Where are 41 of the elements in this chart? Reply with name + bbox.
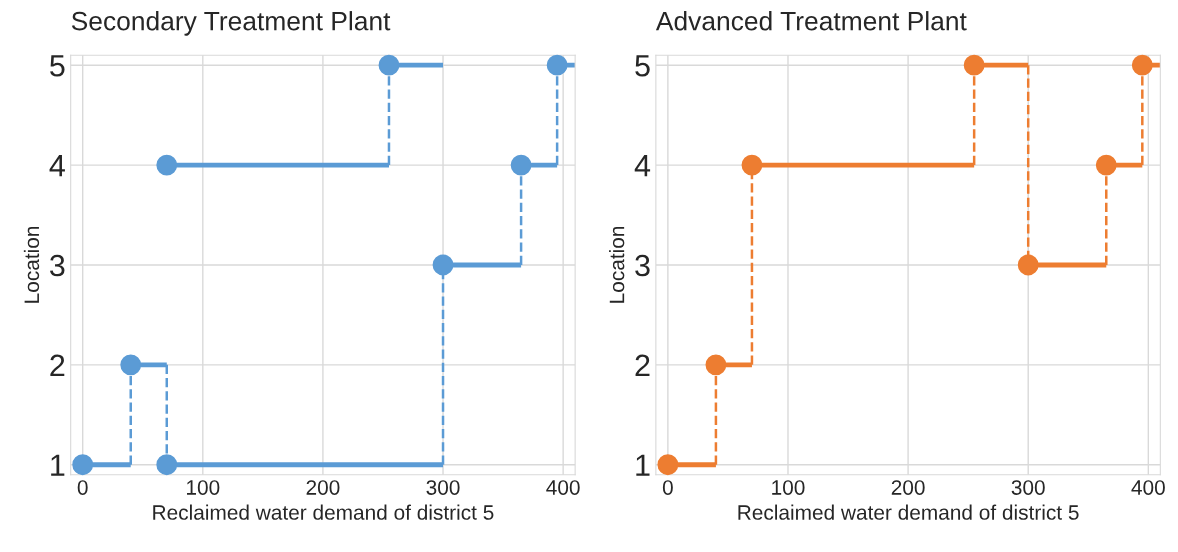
point bbox=[1131, 54, 1153, 76]
y-tick-label: 1 bbox=[51, 454, 65, 476]
point bbox=[963, 54, 985, 76]
point bbox=[741, 154, 763, 176]
x-axis-title: Reclaimed water demand of district 5 bbox=[153, 504, 494, 520]
point bbox=[1017, 254, 1039, 276]
x-tick-label: 100 bbox=[772, 480, 805, 495]
x-tick-label: 0 bbox=[77, 480, 88, 495]
x-tick-label: 100 bbox=[187, 480, 220, 495]
point bbox=[546, 54, 568, 76]
x-tick-label: 200 bbox=[891, 480, 925, 495]
x-axis-title: Reclaimed water demand of district 5 bbox=[738, 504, 1079, 520]
x-tick-label: 300 bbox=[1011, 480, 1045, 495]
point bbox=[1095, 154, 1117, 176]
x-tick-label: 200 bbox=[306, 480, 340, 495]
y-tick-label: 2 bbox=[635, 354, 650, 376]
y-tick-label: 4 bbox=[634, 155, 651, 177]
point bbox=[378, 54, 400, 76]
point bbox=[657, 454, 679, 476]
chart-title: Secondary Treatment Plant bbox=[71, 11, 391, 36]
x-tick-label: 400 bbox=[1131, 480, 1165, 495]
y-tick-label: 3 bbox=[49, 254, 65, 277]
y-tick-label: 4 bbox=[49, 155, 65, 177]
point bbox=[432, 254, 454, 276]
y-tick-label: 5 bbox=[50, 55, 65, 77]
y-tick-label: 3 bbox=[635, 254, 650, 277]
y-tick-label: 5 bbox=[635, 55, 650, 77]
point bbox=[120, 354, 142, 376]
point bbox=[72, 454, 94, 476]
x-tick-label: 300 bbox=[426, 480, 460, 495]
y-tick-label: 1 bbox=[636, 454, 650, 476]
y-tick-label: 2 bbox=[50, 354, 65, 376]
point bbox=[156, 154, 178, 176]
point bbox=[705, 354, 727, 376]
point bbox=[156, 454, 178, 476]
y-axis-title: Location bbox=[23, 226, 40, 303]
y-axis-title: Location bbox=[609, 226, 625, 303]
x-tick-label: 400 bbox=[546, 480, 580, 495]
x-tick-label: 0 bbox=[662, 480, 673, 495]
point bbox=[510, 154, 532, 176]
chart-title: Advanced Treatment Plant bbox=[655, 11, 967, 31]
